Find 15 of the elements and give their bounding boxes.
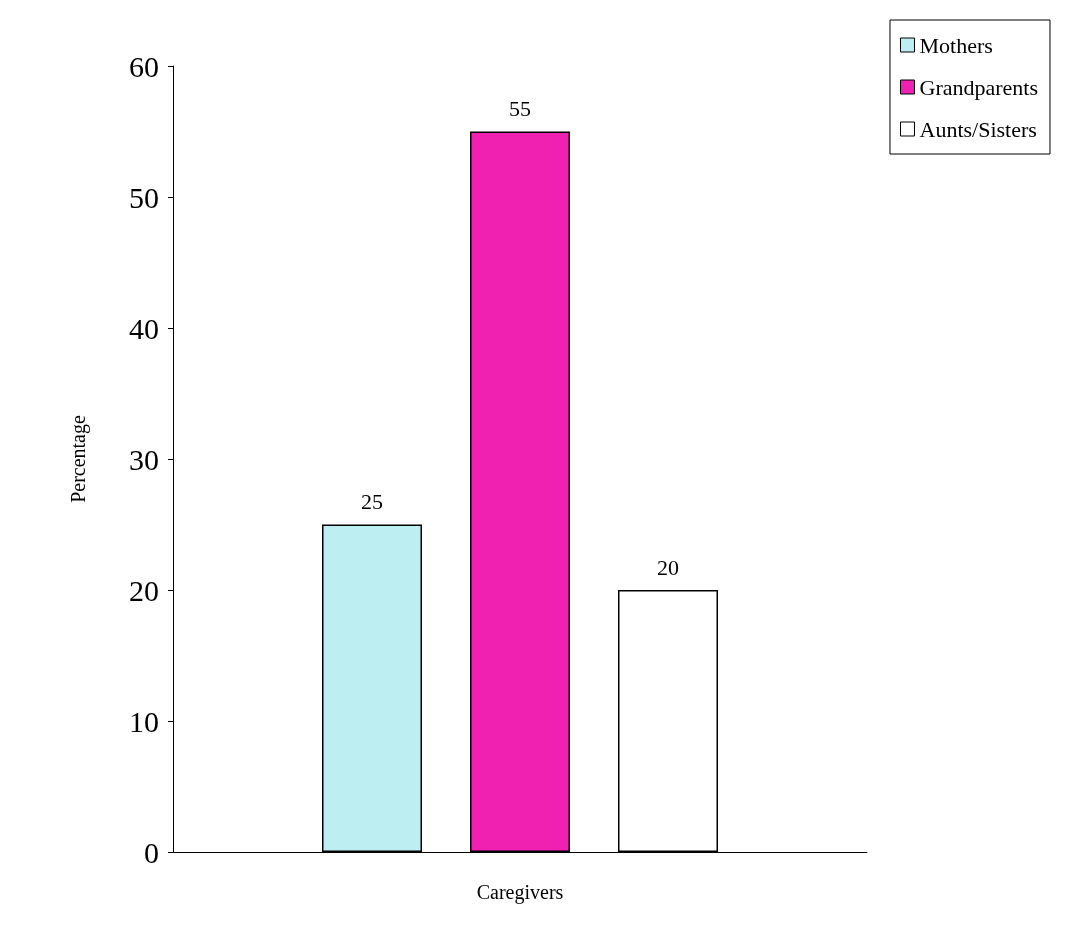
data-label: 25 xyxy=(361,489,383,514)
data-label: 55 xyxy=(509,96,531,121)
x-axis-title: Caregivers xyxy=(476,881,564,904)
legend-label: Mothers xyxy=(919,32,993,58)
data-label: 20 xyxy=(657,554,679,580)
y-tick-label: 40 xyxy=(129,311,159,345)
y-tick-label: 30 xyxy=(129,442,159,476)
y-tick-label: 50 xyxy=(129,180,159,214)
y-axis-title: Percentage xyxy=(67,415,90,503)
legend-label: Grandparents xyxy=(919,74,1039,100)
y-tick-label: 20 xyxy=(129,573,159,607)
y-tick-label: 10 xyxy=(129,704,159,738)
y-tick-label: 60 xyxy=(129,49,159,83)
y-tick-label: 0 xyxy=(144,835,159,869)
legend-label: Aunts/Sisters xyxy=(919,116,1037,142)
